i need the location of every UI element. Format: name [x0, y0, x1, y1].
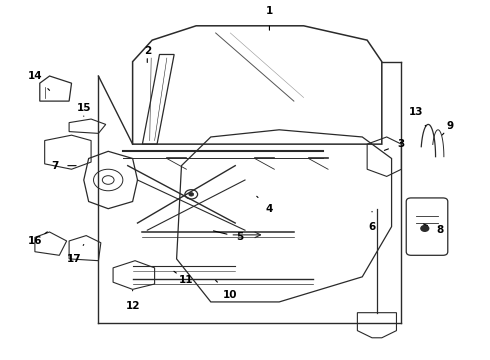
Text: 6: 6: [368, 211, 376, 231]
Text: 9: 9: [442, 121, 454, 135]
Text: 3: 3: [385, 139, 405, 150]
Circle shape: [189, 193, 194, 196]
Text: 16: 16: [27, 232, 48, 246]
Circle shape: [421, 226, 429, 231]
Text: 17: 17: [67, 244, 84, 264]
Text: 1: 1: [266, 6, 273, 30]
Text: 8: 8: [423, 224, 444, 235]
Text: 12: 12: [125, 291, 140, 311]
Text: 11: 11: [174, 271, 194, 285]
Text: 14: 14: [27, 71, 49, 90]
Text: 15: 15: [76, 103, 91, 116]
Text: 5: 5: [214, 231, 244, 242]
Text: 10: 10: [216, 280, 238, 300]
Text: 13: 13: [409, 107, 426, 126]
Text: 4: 4: [257, 196, 273, 214]
Text: 7: 7: [51, 161, 76, 171]
Text: 2: 2: [144, 46, 151, 63]
